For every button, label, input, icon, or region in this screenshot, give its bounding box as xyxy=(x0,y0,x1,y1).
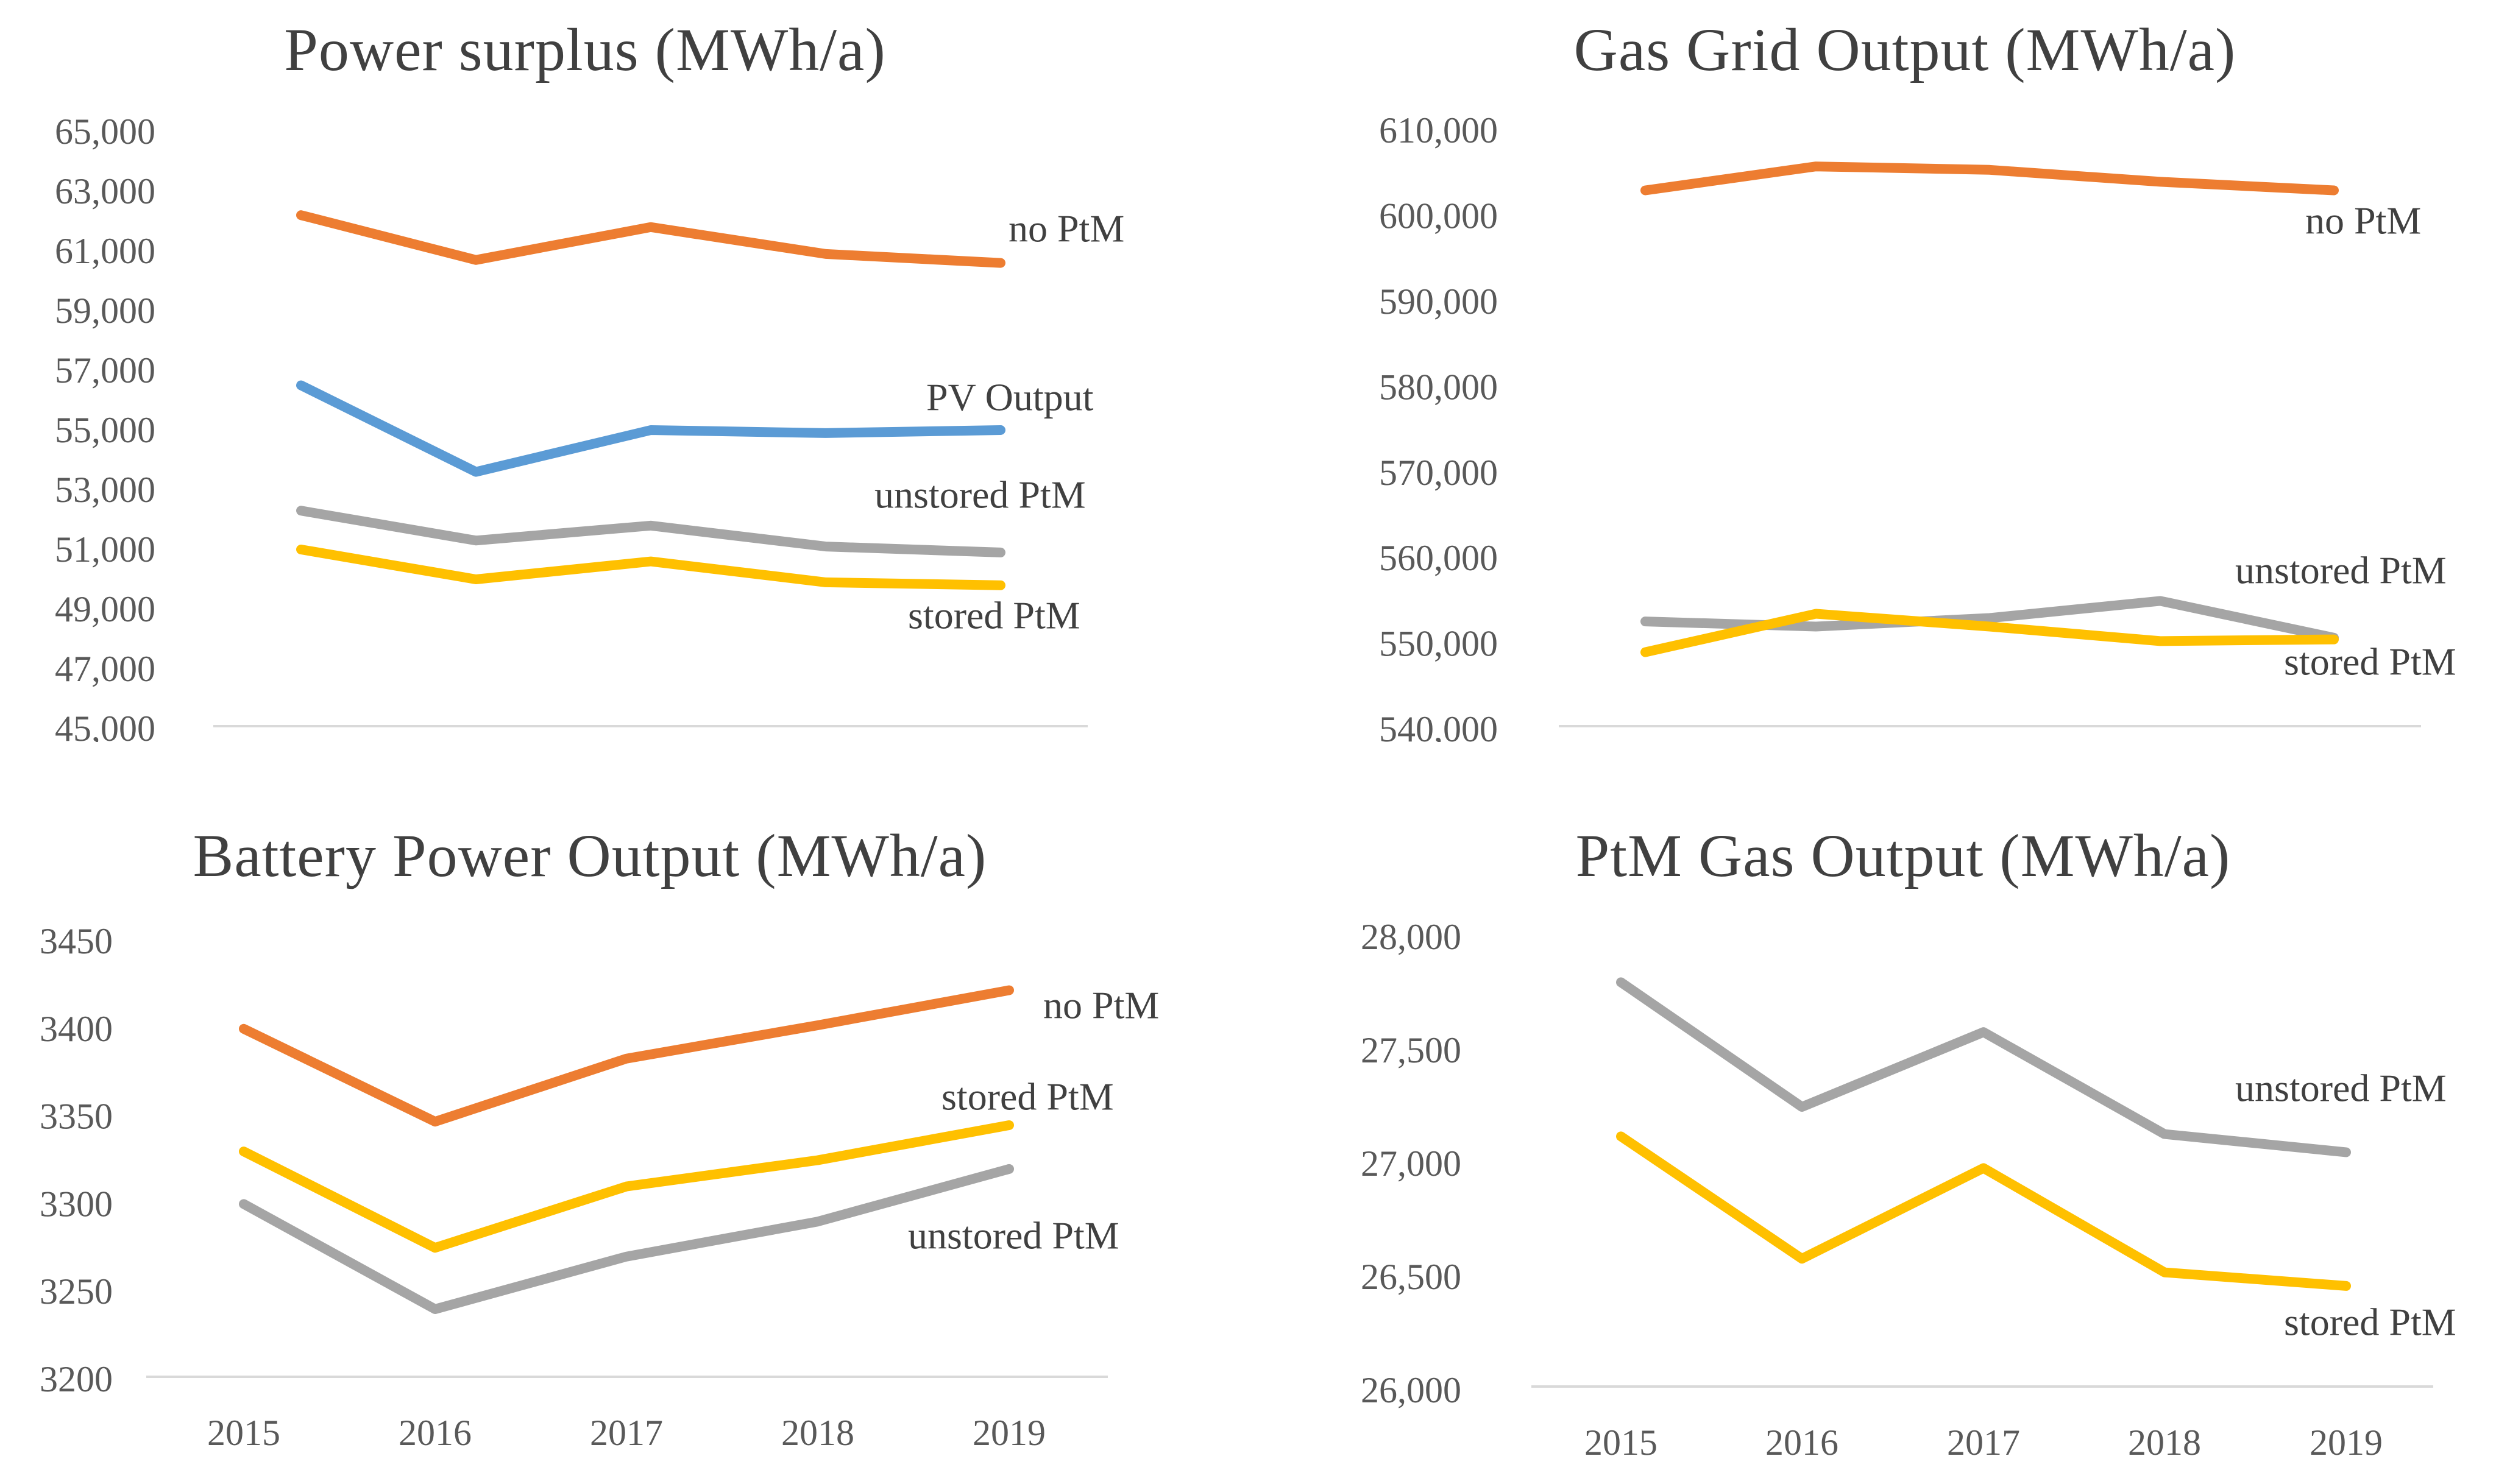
series-line-stored-ptm xyxy=(1640,609,2339,657)
y-tick-label: 3200 xyxy=(40,1359,113,1399)
series-label-unstored-ptm: unstored PtM xyxy=(908,1214,1119,1257)
y-tick-label: 53,000 xyxy=(55,470,155,510)
chart-power-surplus: Power surplus (MWh/a) 65,000 63,000 61,000… xyxy=(0,0,1248,742)
y-tick-label: 540,000 xyxy=(1379,709,1498,742)
series-label-stored-ptm: stored PtM xyxy=(2284,640,2456,684)
x-tick-label: 2016 xyxy=(399,1413,472,1453)
y-tick-label: 47,000 xyxy=(55,649,155,689)
x-tick-label: 2017 xyxy=(1947,1422,2020,1463)
series-label-stored-ptm: stored PtM xyxy=(2284,1301,2456,1344)
y-tick-label: 570,000 xyxy=(1379,453,1498,493)
y-tick-label: 3350 xyxy=(40,1097,113,1137)
chart-title-gas-grid-output: Gas Grid Output (MWh/a) xyxy=(1573,16,2236,83)
chart-title-battery-power-output: Battery Power Output (MWh/a) xyxy=(193,822,987,889)
chart-canvas-gas-grid-output: 610,000 600,000 590,000 580,000 570,000 560,0… xyxy=(1379,110,2456,742)
x-tick-label: 2016 xyxy=(1765,1422,1838,1463)
x-tick-label: 2019 xyxy=(2310,1422,2383,1463)
series-label-unstored-ptm: unstored PtM xyxy=(2235,1067,2447,1110)
y-tick-label: 3300 xyxy=(40,1184,113,1224)
chart-gas-grid-output: Gas Grid Output (MWh/a) 610,000 600,000 59… xyxy=(1248,0,2496,742)
x-tick-label: 2017 xyxy=(590,1413,663,1453)
chart-canvas-battery-power-output: 3450 3400 3350 3300 3250 3200 2015 2016 2017 2018… xyxy=(40,921,1159,1453)
series-label-unstored-ptm: unstored PtM xyxy=(874,473,1086,517)
chart-title-power-surplus: Power surplus (MWh/a) xyxy=(284,16,886,83)
series-label-unstored-ptm: unstored PtM xyxy=(2235,549,2447,592)
y-tick-label: 59,000 xyxy=(55,291,155,331)
series-line-stored-ptm xyxy=(296,545,1005,590)
y-tick-label: 600,000 xyxy=(1379,196,1498,236)
y-tick-label: 27,000 xyxy=(1361,1143,1461,1184)
chart-title-ptm-gas-output: PtM Gas Output (MWh/a) xyxy=(1575,822,2231,889)
y-tick-label: 26,000 xyxy=(1361,1370,1461,1410)
series-label-no-ptm: no PtM xyxy=(1009,207,1124,250)
y-tick-label: 580,000 xyxy=(1379,367,1498,407)
series-label-no-ptm: no PtM xyxy=(2305,199,2421,242)
y-tick-label: 26,500 xyxy=(1361,1257,1461,1297)
y-tick-label: 27,500 xyxy=(1361,1030,1461,1070)
y-tick-label: 560,000 xyxy=(1379,538,1498,578)
chart-ptm-gas-output: PtM Gas Output (MWh/a) 28,000 27,500 27,00… xyxy=(1248,742,2496,1484)
y-tick-label: 63,000 xyxy=(55,171,155,211)
y-tick-label: 49,000 xyxy=(55,589,155,629)
x-tick-label: 2018 xyxy=(2128,1422,2201,1463)
y-tick-label: 3400 xyxy=(40,1009,113,1049)
y-tick-label: 51,000 xyxy=(55,529,155,570)
y-tick-label: 590,000 xyxy=(1379,281,1498,322)
y-tick-label: 610,000 xyxy=(1379,110,1498,150)
y-tick-label: 57,000 xyxy=(55,350,155,390)
y-tick-label: 28,000 xyxy=(1361,917,1461,957)
x-tick-label: 2015 xyxy=(207,1413,280,1453)
y-tick-label: 55,000 xyxy=(55,410,155,450)
x-tick-label: 2015 xyxy=(1584,1422,1658,1463)
y-tick-label: 65,000 xyxy=(55,111,155,152)
series-line-no-ptm xyxy=(239,985,1014,1127)
series-line-stored-ptm xyxy=(239,1120,1014,1253)
chart-battery-power-output: Battery Power Output (MWh/a) 3450 3400 335… xyxy=(0,742,1248,1484)
x-tick-label: 2019 xyxy=(973,1413,1046,1453)
y-tick-label: 61,000 xyxy=(55,231,155,271)
chart-canvas-ptm-gas-output: 28,000 27,500 27,000 26,500 26,000 2015 2016 20… xyxy=(1361,917,2456,1463)
chart-canvas-power-surplus: 65,000 63,000 61,000 59,000 57,000 55,000 53,0… xyxy=(55,111,1124,742)
series-label-stored-ptm: stored PtM xyxy=(941,1075,1114,1118)
series-line-no-ptm xyxy=(1640,161,2339,196)
y-tick-label: 45,000 xyxy=(55,708,155,742)
x-tick-label: 2018 xyxy=(781,1413,854,1453)
y-tick-label: 3450 xyxy=(40,921,113,961)
y-tick-label: 550,000 xyxy=(1379,624,1498,664)
series-line-stored-ptm xyxy=(1616,1131,2351,1291)
series-label-stored-ptm: stored PtM xyxy=(908,594,1080,637)
y-tick-label: 3250 xyxy=(40,1271,113,1312)
series-line-unstored-ptm xyxy=(239,1164,1014,1314)
series-line-unstored-ptm xyxy=(296,506,1005,557)
series-label-no-ptm: no PtM xyxy=(1043,984,1159,1027)
series-line-pv-output xyxy=(296,380,1005,477)
series-line-unstored-ptm xyxy=(1616,977,2351,1157)
series-label-pv-output: PV Output xyxy=(926,376,1094,419)
series-line-no-ptm xyxy=(296,210,1005,268)
